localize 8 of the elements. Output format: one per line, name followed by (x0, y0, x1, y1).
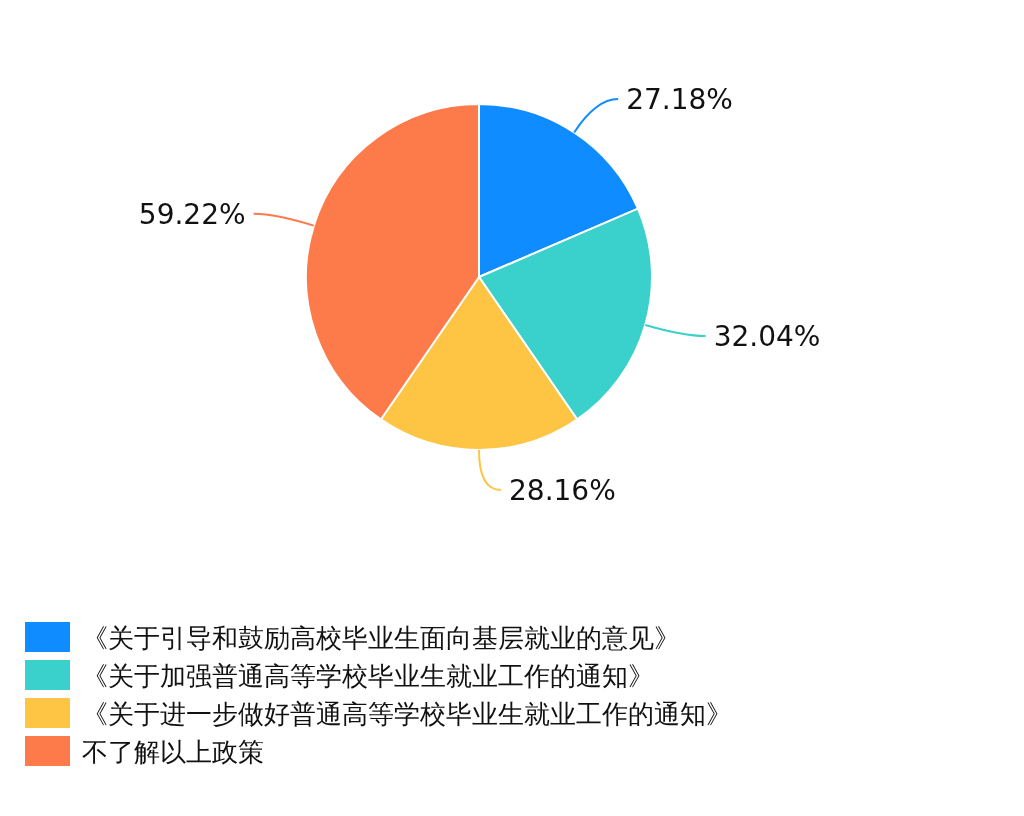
data-label: 32.04% (713, 320, 821, 354)
legend-label: 《关于加强普通高等学校毕业生就业工作的通知》 (82, 661, 654, 691)
legend-label: 《关于进一步做好普通高等学校毕业生就业工作的通知》 (82, 699, 732, 729)
legend-label: 不了解以上政策 (82, 737, 264, 767)
data-label: 27.18% (626, 83, 733, 117)
data-label: 28.16% (509, 474, 616, 507)
legend-label: 《关于引导和鼓励高校毕业生面向基层就业的意见》 (82, 623, 680, 653)
data-label: 59.22% (138, 197, 246, 231)
